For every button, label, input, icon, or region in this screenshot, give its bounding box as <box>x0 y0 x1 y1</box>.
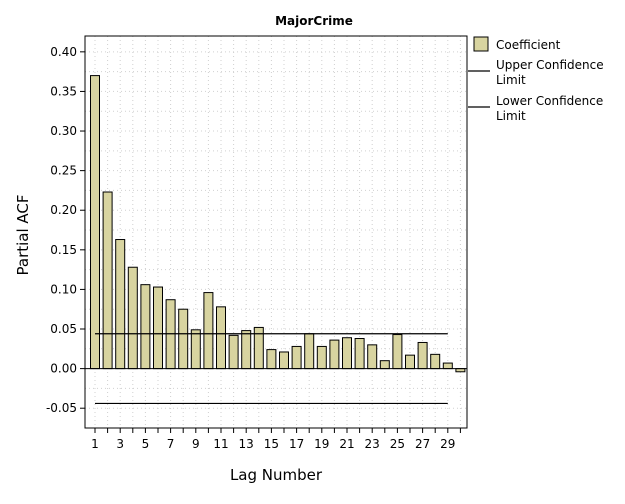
y-tick-label: 0.00 <box>50 362 77 376</box>
bar-lag-16 <box>279 351 289 370</box>
y-tick-label: 0.15 <box>50 243 77 257</box>
x-tick-label: 1 <box>91 437 99 451</box>
y-tick-label: 0.20 <box>50 203 77 217</box>
legend-label-coefficient: Coefficient <box>496 38 561 52</box>
x-tick-label: 23 <box>365 437 380 451</box>
y-tick-label: 0.35 <box>50 84 77 98</box>
bar-lag-3 <box>115 239 126 370</box>
bar-lag-24 <box>379 360 390 370</box>
bar-lag-18 <box>304 333 315 370</box>
bar-lag-28 <box>430 353 441 370</box>
bar-lag-19 <box>316 345 327 370</box>
y-tick-label: 0.40 <box>50 45 77 59</box>
x-tick-label: 29 <box>440 437 455 451</box>
bar-lag-29 <box>442 362 453 370</box>
x-tick-label: 11 <box>213 437 228 451</box>
bar-lag-13 <box>241 330 252 370</box>
legend-swatch-coefficient <box>473 36 489 52</box>
bar-lag-20 <box>329 339 340 370</box>
y-tick-label: -0.05 <box>46 401 77 415</box>
bar-lag-6 <box>153 286 163 370</box>
x-tick-label: 27 <box>415 437 430 451</box>
x-tick-label: 3 <box>116 437 124 451</box>
grid <box>85 36 467 428</box>
y-tick-label: 0.10 <box>50 282 77 296</box>
legend-label-upper-line2: Limit <box>496 73 526 87</box>
x-tick-label: 9 <box>192 437 200 451</box>
x-tick-label: 25 <box>390 437 405 451</box>
bar-lag-12 <box>228 334 239 370</box>
bar-lag-26 <box>405 354 415 370</box>
plot-area: 0.40 0.35 0.30 0.25 0.20 0.15 0.10 0.05 0.00 -0.0… <box>46 35 468 451</box>
y-tick-label: 0.25 <box>50 164 77 178</box>
bar-lag-11 <box>216 306 226 370</box>
x-axis-label: Lag Number <box>230 466 323 484</box>
x-axis: 1 3 5 7 9 11 13 15 17 19 21 23 25 27 29 <box>91 428 461 451</box>
x-tick-label: 19 <box>314 437 329 451</box>
bar-lag-27 <box>417 341 428 370</box>
bar-lag-2 <box>102 191 113 370</box>
bar-lag-5 <box>140 284 151 370</box>
y-axis: 0.40 0.35 0.30 0.25 0.20 0.15 0.10 0.05 0.00 -0.0… <box>46 45 85 415</box>
x-tick-label: 17 <box>289 437 304 451</box>
bar-lag-23 <box>367 344 378 370</box>
y-axis-label: Partial ACF <box>14 194 32 275</box>
x-tick-label: 15 <box>264 437 279 451</box>
bar-lag-8 <box>178 308 189 370</box>
bar-lag-1 <box>90 75 100 370</box>
bar-lag-4 <box>127 266 138 370</box>
bar-lag-10 <box>203 292 214 370</box>
x-tick-label: 5 <box>142 437 150 451</box>
y-tick-label: 0.05 <box>50 322 77 336</box>
bar-lag-25 <box>392 334 403 370</box>
x-tick-label: 7 <box>167 437 175 451</box>
bar-lag-21 <box>342 337 352 370</box>
bar-lag-22 <box>354 338 365 370</box>
bar-lag-9 <box>190 329 201 370</box>
x-tick-label: 21 <box>339 437 354 451</box>
chart-title: MajorCrime <box>275 14 353 28</box>
legend-label-upper-line1: Upper Confidence <box>496 58 604 72</box>
legend-label-lower-line2: Limit <box>496 109 526 123</box>
y-tick-label: 0.30 <box>50 124 77 138</box>
x-tick-label: 13 <box>239 437 254 451</box>
bar-lag-15 <box>266 349 277 370</box>
legend-label-lower-line1: Lower Confidence <box>496 94 603 108</box>
bar-lag-17 <box>291 345 302 370</box>
plot-frame <box>84 35 468 429</box>
